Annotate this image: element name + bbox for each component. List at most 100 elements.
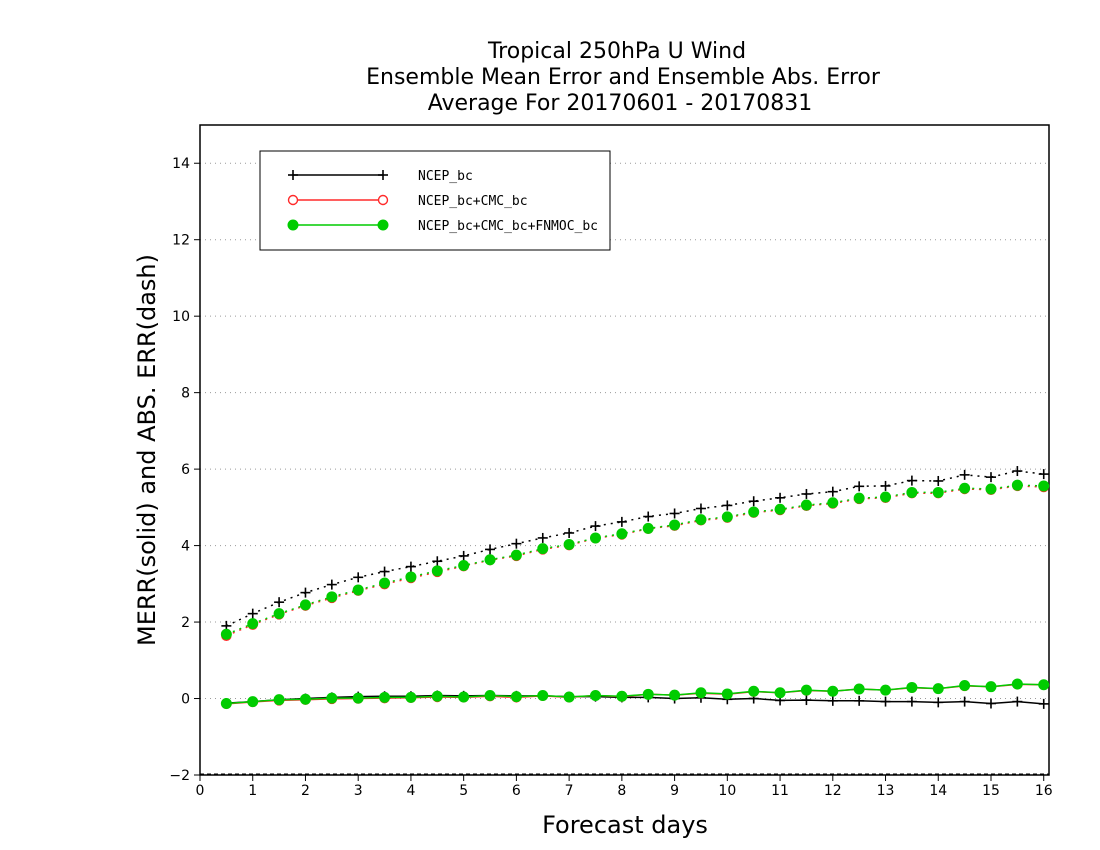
y-tick-label: 10 bbox=[172, 309, 190, 325]
abs-err-point bbox=[537, 532, 548, 543]
merr-line-0 bbox=[226, 694, 1044, 705]
abs-err-point bbox=[932, 486, 944, 498]
series-0 bbox=[221, 466, 1049, 709]
abs-err-point bbox=[854, 481, 865, 492]
x-tick-label: 7 bbox=[565, 783, 574, 799]
x-tick-label: 10 bbox=[718, 783, 736, 799]
merr-point bbox=[853, 683, 865, 695]
abs-err-point bbox=[220, 628, 232, 640]
abs-err-point bbox=[405, 561, 416, 572]
abs-err-point bbox=[722, 500, 733, 511]
legend-marker bbox=[288, 170, 298, 180]
abs-err-point bbox=[748, 496, 759, 507]
x-tick-label: 4 bbox=[406, 783, 415, 799]
abs-err-point bbox=[1038, 469, 1049, 480]
y-tick-label: 6 bbox=[181, 462, 190, 478]
abs-err-line-2 bbox=[226, 484, 1044, 635]
y-axis-label: MERR(solid) and ABS. ERR(dash) bbox=[133, 254, 161, 646]
abs-err-point bbox=[537, 543, 549, 555]
abs-err-point bbox=[800, 499, 812, 511]
merr-point bbox=[247, 696, 259, 708]
merr-point bbox=[510, 691, 522, 703]
merr-point bbox=[616, 690, 628, 702]
abs-err-point bbox=[643, 511, 654, 522]
gridlines bbox=[200, 162, 1049, 775]
merr-point bbox=[748, 685, 760, 697]
abs-err-point bbox=[880, 491, 892, 503]
plot-frame bbox=[199, 124, 1050, 776]
merr-point bbox=[933, 697, 944, 708]
abs-err-point bbox=[959, 469, 970, 480]
x-tick-label: 6 bbox=[512, 783, 521, 799]
abs-err-point bbox=[1011, 479, 1023, 491]
abs-err-point bbox=[827, 497, 839, 509]
merr-point bbox=[906, 696, 917, 707]
merr-point bbox=[326, 692, 338, 704]
abs-err-point bbox=[721, 511, 733, 523]
abs-err-point bbox=[1012, 466, 1023, 477]
x-tick-label: 9 bbox=[670, 783, 679, 799]
abs-err-point bbox=[695, 503, 706, 514]
abs-err-line-1 bbox=[226, 485, 1044, 637]
x-tick-label: 1 bbox=[248, 783, 257, 799]
abs-err-point bbox=[880, 480, 891, 491]
merr-point bbox=[379, 691, 391, 703]
merr-point bbox=[721, 688, 733, 700]
merr-point bbox=[484, 689, 496, 701]
abs-err-point bbox=[589, 532, 601, 544]
x-tick-label: 3 bbox=[354, 783, 363, 799]
abs-err-point bbox=[853, 492, 865, 504]
title-line-1: Tropical 250hPa U Wind bbox=[487, 39, 746, 64]
abs-err-point bbox=[985, 472, 996, 483]
x-tick-label: 2 bbox=[301, 783, 310, 799]
merr-point bbox=[352, 692, 364, 704]
merr-point bbox=[1012, 696, 1023, 707]
merr-point bbox=[827, 695, 838, 706]
y-tick-label: 4 bbox=[181, 539, 190, 555]
abs-err-point bbox=[827, 486, 838, 497]
legend-marker bbox=[378, 170, 388, 180]
abs-err-point bbox=[959, 482, 971, 494]
abs-err-point bbox=[616, 528, 628, 540]
x-tick-label: 15 bbox=[982, 783, 1000, 799]
x-tick-label: 13 bbox=[877, 783, 895, 799]
merr-point bbox=[1038, 698, 1049, 709]
abs-err-point bbox=[326, 591, 338, 603]
abs-err-point bbox=[326, 579, 337, 590]
merr-point bbox=[589, 689, 601, 701]
abs-err-point bbox=[748, 506, 760, 518]
abs-err-point bbox=[590, 521, 601, 532]
series-layer bbox=[220, 466, 1050, 710]
abs-err-point bbox=[247, 608, 258, 619]
x-tick-label: 0 bbox=[196, 783, 205, 799]
x-tick-label: 16 bbox=[1035, 783, 1053, 799]
abs-err-point bbox=[353, 572, 364, 583]
abs-err-point bbox=[510, 549, 522, 561]
legend-entry-1: NCEP_bc+CMC_bc bbox=[287, 194, 528, 209]
abs-err-point bbox=[774, 503, 786, 515]
merr-point bbox=[985, 698, 996, 709]
merr-point bbox=[273, 694, 285, 706]
legend-label: NCEP_bc+CMC_bc bbox=[418, 194, 528, 209]
merr-point bbox=[669, 689, 681, 701]
abs-err-point bbox=[247, 618, 259, 630]
merr-point bbox=[854, 695, 865, 706]
abs-err-point bbox=[485, 544, 496, 555]
abs-err-point bbox=[564, 527, 575, 538]
abs-err-point bbox=[906, 486, 918, 498]
chart-title: Tropical 250hPa U Wind Ensemble Mean Err… bbox=[366, 39, 881, 116]
abs-err-point bbox=[801, 488, 812, 499]
abs-err-point bbox=[379, 566, 390, 577]
merr-point bbox=[299, 693, 311, 705]
abs-err-point bbox=[1038, 480, 1050, 492]
y-tick-label: 12 bbox=[172, 233, 190, 249]
merr-point bbox=[537, 689, 549, 701]
merr-point bbox=[932, 683, 944, 695]
legend-label: NCEP_bc bbox=[418, 169, 473, 184]
merr-point bbox=[695, 687, 707, 699]
legend-entry-2: NCEP_bc+CMC_bc+FNMOC_bc bbox=[287, 219, 598, 234]
y-tick-label: 14 bbox=[172, 156, 190, 172]
legend: NCEP_bc NCEP_bc+CMC_bc NCEP_bc+CMC_bc+FNMO… bbox=[259, 150, 611, 251]
abs-err-point bbox=[484, 554, 496, 566]
